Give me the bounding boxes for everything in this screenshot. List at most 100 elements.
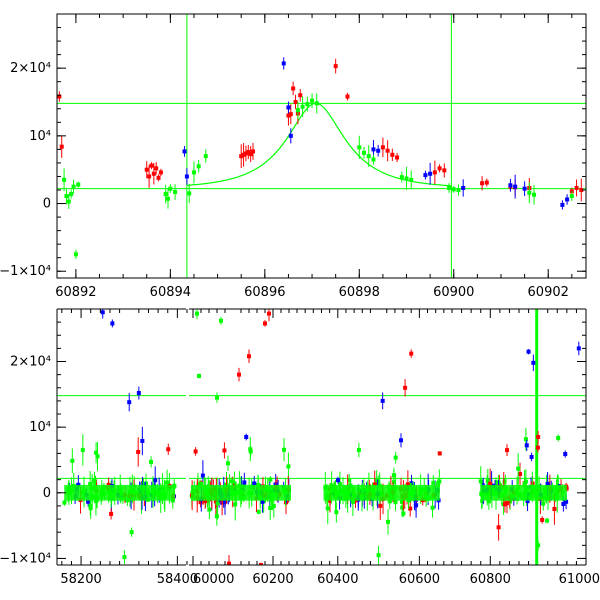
outlier-point-green-0 xyxy=(195,311,199,316)
data-point-cluster-3 xyxy=(561,501,566,506)
data-point-blue-10 xyxy=(508,183,513,188)
bottom-xtick-label: 60600 xyxy=(399,572,440,587)
data-point-green-26 xyxy=(409,177,414,182)
data-point-cluster-2 xyxy=(408,506,413,511)
data-point-cluster-2 xyxy=(347,477,352,482)
data-point-green-12 xyxy=(191,170,196,175)
data-point-cluster-0 xyxy=(140,482,145,487)
data-point-cluster-0 xyxy=(76,482,81,487)
data-point-red-8 xyxy=(158,170,163,175)
outlier-point-red-7 xyxy=(259,563,263,565)
data-point-cluster-1 xyxy=(207,507,212,512)
data-point-green-22 xyxy=(366,154,371,159)
data-point-green-6 xyxy=(76,182,81,187)
data-point-green-17 xyxy=(305,102,310,107)
data-point-cluster-3 xyxy=(556,435,561,440)
outlier-point-blue-3 xyxy=(127,400,132,405)
data-point-cluster-0 xyxy=(144,481,149,486)
data-point-green-9 xyxy=(168,186,173,191)
data-point-cluster-1 xyxy=(248,447,253,452)
data-point-cluster-1 xyxy=(282,447,287,452)
bottom-ytick-label: 10⁴ xyxy=(29,420,51,435)
data-point-cluster-0 xyxy=(62,500,67,505)
data-point-green-23 xyxy=(371,157,376,162)
data-point-blue-2 xyxy=(281,61,286,66)
data-point-green-28 xyxy=(451,187,456,192)
outlier-point-red-0 xyxy=(267,311,271,316)
data-point-red-4 xyxy=(149,163,154,168)
data-point-red-20 xyxy=(298,93,303,98)
data-point-cluster-1 xyxy=(199,481,204,486)
data-point-green-20 xyxy=(357,145,362,150)
bottom-xtick-label: 60800 xyxy=(470,572,511,587)
data-point-cluster-3 xyxy=(504,501,509,506)
data-point-cluster-0 xyxy=(88,506,93,511)
top-ytick-label: 2×10⁴ xyxy=(10,61,51,76)
outlier-point-blue-0 xyxy=(100,310,105,315)
data-point-cluster-1 xyxy=(256,482,261,487)
data-point-cluster-0 xyxy=(149,459,154,464)
data-point-cluster-2 xyxy=(401,511,406,516)
outlier-point-red-8 xyxy=(536,435,541,439)
data-point-cluster-2 xyxy=(431,480,436,485)
data-point-cluster-3 xyxy=(502,479,507,484)
data-point-red-11 xyxy=(243,151,248,156)
data-point-red-25 xyxy=(390,152,395,157)
data-point-cluster-3 xyxy=(563,452,568,457)
data-point-cluster-1 xyxy=(260,499,265,504)
data-point-green-14 xyxy=(203,154,208,159)
bottom-ytick-label: −1×10⁴ xyxy=(0,551,51,566)
data-point-green-10 xyxy=(173,190,178,195)
data-point-green-19 xyxy=(314,101,319,106)
outlier-point-green-4 xyxy=(122,555,127,560)
outlier-point-red-9 xyxy=(505,448,510,453)
outlier-point-red-6 xyxy=(227,561,231,565)
top-panel-frame xyxy=(56,13,587,279)
data-point-blue-1 xyxy=(184,174,189,179)
data-point-blue-13 xyxy=(560,202,565,207)
data-point-red-16 xyxy=(288,112,293,117)
data-point-cluster-1 xyxy=(242,480,247,485)
data-point-red-14 xyxy=(251,149,256,154)
data-point-blue-7 xyxy=(423,173,428,178)
data-point-green-2 xyxy=(66,199,71,204)
data-point-red-0 xyxy=(57,94,62,99)
data-point-cluster-3 xyxy=(523,479,528,484)
outlier-point-red-2 xyxy=(247,354,251,359)
data-point-red-24 xyxy=(385,148,390,153)
dense-core-band-1 xyxy=(191,484,291,501)
data-point-cluster-2 xyxy=(400,505,405,510)
data-point-cluster-3 xyxy=(518,471,523,476)
top-ytick-label: 10⁴ xyxy=(29,129,51,144)
data-point-cluster-2 xyxy=(325,506,330,511)
data-point-red-22 xyxy=(345,94,350,99)
bottom-ytick-label: 0 xyxy=(43,486,51,501)
data-point-cluster-3 xyxy=(496,525,501,530)
data-point-cluster-1 xyxy=(220,499,225,504)
data-point-green-18 xyxy=(310,98,315,103)
data-point-green-24 xyxy=(399,175,404,180)
data-point-cluster-2 xyxy=(356,447,361,452)
data-point-cluster-3 xyxy=(486,499,491,504)
data-point-cluster-1 xyxy=(193,449,198,454)
dense-core-band-2 xyxy=(323,484,440,501)
data-point-green-15 xyxy=(295,108,300,113)
data-point-cluster-3 xyxy=(516,466,521,471)
data-point-blue-11 xyxy=(513,184,518,189)
data-point-cluster-0 xyxy=(80,447,85,452)
data-point-green-27 xyxy=(447,185,452,190)
outlier-point-red-5 xyxy=(403,385,408,390)
data-point-cluster-2 xyxy=(430,505,435,510)
data-point-cluster-1 xyxy=(268,506,273,511)
data-point-green-13 xyxy=(196,164,201,169)
data-point-cluster-3 xyxy=(535,445,540,450)
data-point-blue-14 xyxy=(565,197,570,202)
data-point-green-11 xyxy=(187,191,192,196)
top-ytick-label: 0 xyxy=(43,197,51,212)
data-point-cluster-3 xyxy=(522,481,527,486)
data-point-cluster-2 xyxy=(391,479,396,484)
bottom-xtick-label: 58200 xyxy=(60,572,101,587)
data-point-cluster-1 xyxy=(222,498,227,503)
outlier-point-green-3 xyxy=(215,395,219,400)
